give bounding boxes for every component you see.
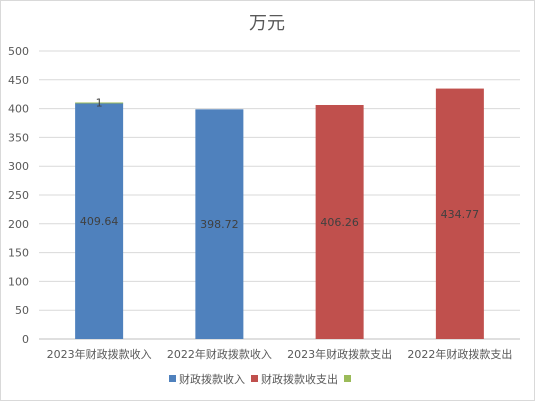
bars [75,88,484,340]
y-tick-label: 450 [8,74,29,87]
y-tick-label: 300 [8,160,29,173]
legend-swatch [344,375,351,382]
legend-swatch [251,375,258,382]
legend: 财政拨款收入 财政拨款收支出 [169,372,351,386]
data-label: 398.72 [200,218,239,231]
y-tick-label: 150 [8,247,29,260]
y-tick-label: 500 [8,45,29,58]
x-axis: 2023年财政拨款收入 2022年财政拨款收入 2023年财政拨款支出 2022年财政… [47,347,513,361]
legend-label: 财政拨款收支出 [261,372,338,386]
chart-title: 万元 [249,13,285,34]
y-tick-label: 0 [22,333,29,346]
bar [315,104,364,340]
bar [195,109,244,339]
data-labels: 409.64 1 398.72 406.26 434.77 [80,96,479,231]
x-tick-label: 2023年财政拨款支出 [287,347,392,361]
data-label: 434.77 [441,208,480,221]
bar [75,102,124,104]
y-tick-label: 400 [8,103,29,116]
legend-label: 财政拨款收入 [179,372,245,386]
legend-swatch [169,375,176,382]
bar [75,103,124,339]
y-tick-label: 200 [8,218,29,231]
y-axis: 0 50 100 150 200 250 300 350 400 450 500 [8,45,29,346]
y-tick-label: 50 [15,304,29,317]
data-label: 409.64 [80,215,119,228]
data-label: 1 [96,96,103,109]
x-tick-label: 2022年财政拨款收入 [167,347,272,361]
bar [435,88,484,339]
y-tick-label: 250 [8,189,29,202]
data-label: 406.26 [320,216,359,229]
y-tick-label: 350 [8,131,29,144]
y-tick-label: 100 [8,275,29,288]
x-tick-label: 2023年财政拨款收入 [47,347,152,361]
x-tick-label: 2022年财政拨款支出 [407,347,512,361]
